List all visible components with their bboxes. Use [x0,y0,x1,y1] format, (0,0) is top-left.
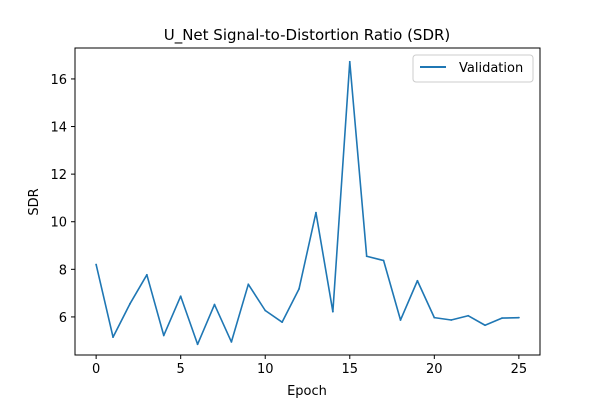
data-point [348,60,351,63]
series-line-validation [95,60,519,346]
y-axis: 6 8 10 12 14 16 [50,73,75,326]
plot-lines [95,60,520,346]
legend-box [412,54,534,83]
legend-label: Validation [459,61,523,76]
data-point [450,319,453,321]
data-point [196,343,199,346]
data-point [264,309,267,312]
data-point [179,295,182,298]
data-point [298,287,300,290]
y-tick-label: 8 [59,263,67,278]
legend: Validation [412,54,534,83]
data-point [230,341,233,343]
x-axis-label: Epoch [287,384,327,399]
y-tick-label: 10 [50,216,67,231]
data-point [382,259,385,262]
x-tick-label: 20 [426,362,443,377]
data-point [162,334,165,337]
data-point [467,314,470,317]
x-tick-label: 5 [177,362,185,377]
data-point [129,302,131,305]
data-point [112,336,114,339]
data-point [501,317,503,320]
y-tick-label: 14 [50,121,67,136]
data-point [365,255,368,258]
data-point [416,279,419,282]
x-tick-label: 15 [341,362,358,377]
x-tick-label: 0 [92,362,100,377]
data-point [399,319,402,321]
y-tick-label: 12 [50,168,67,183]
data-point [331,310,334,313]
chart-title: U_Net Signal-to-Distortion Ratio (SDR) [164,26,451,45]
data-point [433,316,436,319]
y-tick-label: 16 [50,73,67,88]
y-tick-label: 6 [59,311,67,326]
data-point [315,211,317,214]
data-point [145,273,148,276]
data-point [247,283,250,286]
data-point [517,316,520,319]
x-tick-label: 10 [257,362,274,377]
x-tick-label: 25 [511,362,528,377]
plot-area [74,47,541,356]
data-point [484,324,486,327]
y-axis-label: SDR [27,188,42,215]
data-point [281,321,284,324]
x-axis: 0 5 10 15 20 25 [92,355,527,377]
data-point [95,263,98,266]
data-point [213,303,216,306]
